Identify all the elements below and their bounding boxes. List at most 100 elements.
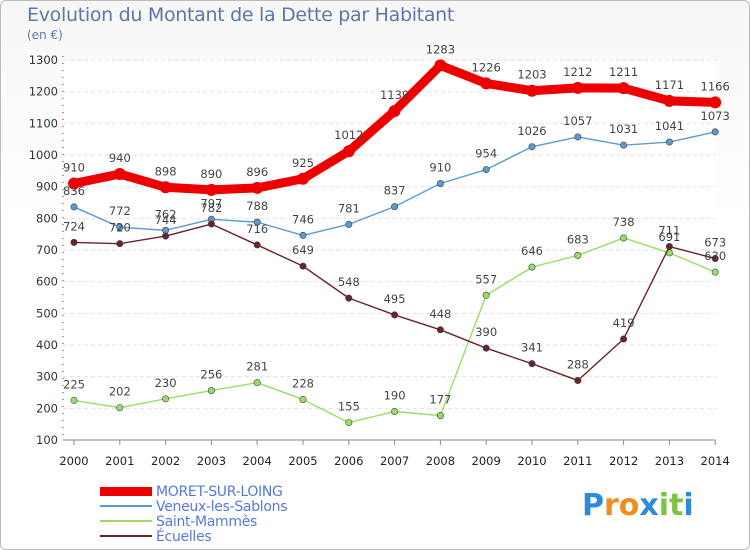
- data-point: [665, 138, 673, 146]
- logo-letter: t: [669, 488, 684, 523]
- x-tick-label: 2000: [59, 454, 88, 468]
- data-label: 225: [63, 377, 85, 391]
- logo-letter: r: [604, 488, 619, 523]
- data-point: [391, 311, 399, 319]
- data-point: [70, 238, 78, 246]
- data-label: 738: [613, 215, 635, 229]
- data-label: 720: [109, 221, 131, 235]
- data-point: [528, 360, 536, 368]
- proxiti-logo: Proxiti: [582, 488, 694, 523]
- data-label: 744: [155, 213, 177, 227]
- data-label: 288: [567, 357, 589, 371]
- x-tick-label: 2009: [472, 454, 501, 468]
- data-point: [251, 181, 264, 194]
- data-point: [620, 234, 628, 242]
- data-point: [162, 232, 170, 240]
- data-point: [528, 143, 536, 151]
- data-point: [391, 203, 399, 211]
- data-point: [620, 141, 628, 149]
- x-tick-label: 2005: [288, 454, 317, 468]
- data-point: [253, 379, 261, 387]
- data-point: [70, 203, 78, 211]
- data-label: 782: [200, 201, 222, 215]
- data-label: 925: [292, 156, 314, 170]
- data-label: 419: [613, 316, 635, 330]
- data-label: 646: [521, 244, 543, 258]
- data-label: 1212: [563, 65, 592, 79]
- chart-subtitle: (en €): [27, 28, 63, 42]
- y-tick-label: 200: [36, 401, 58, 415]
- data-point: [436, 180, 444, 188]
- data-point: [480, 77, 493, 90]
- data-point: [574, 251, 582, 259]
- y-tick-label: 700: [36, 243, 58, 257]
- y-tick-label: 900: [36, 180, 58, 194]
- data-point: [113, 168, 126, 180]
- data-label: 683: [567, 232, 589, 246]
- data-label: 341: [521, 341, 543, 355]
- data-point: [297, 172, 309, 185]
- data-label: 1026: [517, 124, 546, 138]
- x-tick-label: 2001: [105, 454, 134, 468]
- data-point: [159, 181, 172, 194]
- x-tick-label: 2013: [655, 454, 684, 468]
- data-point: [574, 376, 582, 384]
- y-tick-label: 300: [36, 370, 58, 384]
- data-label: 762: [155, 207, 177, 221]
- x-tick-label: 2007: [380, 454, 409, 468]
- data-label: 910: [63, 161, 85, 175]
- y-tick-label: 800: [36, 211, 58, 225]
- data-point: [116, 240, 124, 248]
- data-label: 898: [155, 164, 177, 178]
- data-point: [391, 407, 399, 415]
- data-label: 495: [384, 292, 406, 306]
- data-label: 837: [384, 184, 406, 198]
- x-tick-label: 2002: [151, 454, 180, 468]
- data-label: 673: [704, 236, 726, 250]
- logo-letter: P: [582, 488, 604, 523]
- legend-swatch: [100, 535, 152, 537]
- data-point: [345, 294, 353, 302]
- logo-letter: i: [683, 488, 694, 523]
- data-point: [482, 344, 490, 352]
- data-point: [299, 231, 307, 239]
- data-point: [617, 82, 630, 95]
- data-label: 202: [109, 385, 131, 399]
- data-point: [388, 104, 401, 117]
- logo-letter: o: [618, 488, 640, 523]
- legend-swatch: [100, 505, 152, 507]
- data-point: [345, 220, 353, 228]
- data-point: [434, 59, 447, 72]
- data-label: 230: [155, 376, 177, 390]
- data-label: 910: [429, 161, 451, 175]
- data-point: [70, 396, 78, 404]
- data-point: [207, 387, 215, 395]
- data-label: 649: [292, 243, 314, 257]
- legend-label: MORET-SUR-LOING: [156, 484, 283, 500]
- data-point: [68, 177, 80, 190]
- data-label: 448: [429, 307, 451, 321]
- legend-label: Saint-Mammès: [156, 514, 258, 530]
- data-label: 1171: [655, 78, 684, 92]
- data-label: 190: [384, 389, 406, 403]
- data-label: 940: [109, 151, 131, 165]
- data-point: [253, 218, 261, 226]
- data-label: 1283: [426, 42, 455, 56]
- x-tick-label: 2010: [517, 454, 546, 468]
- data-label: 1166: [701, 79, 730, 93]
- legend-swatch: [100, 487, 152, 496]
- data-point: [345, 419, 353, 427]
- data-label: 256: [200, 368, 222, 382]
- data-point: [571, 81, 584, 94]
- data-label: 1057: [563, 114, 592, 128]
- data-point: [482, 291, 490, 299]
- x-tick-label: 2014: [701, 454, 730, 468]
- data-point: [709, 96, 722, 109]
- x-tick-label: 2003: [197, 454, 226, 468]
- data-point: [482, 166, 490, 174]
- data-label: 1211: [609, 65, 638, 79]
- x-tick-label: 2008: [426, 454, 455, 468]
- y-tick-label: 100: [36, 433, 58, 447]
- data-point: [711, 255, 719, 263]
